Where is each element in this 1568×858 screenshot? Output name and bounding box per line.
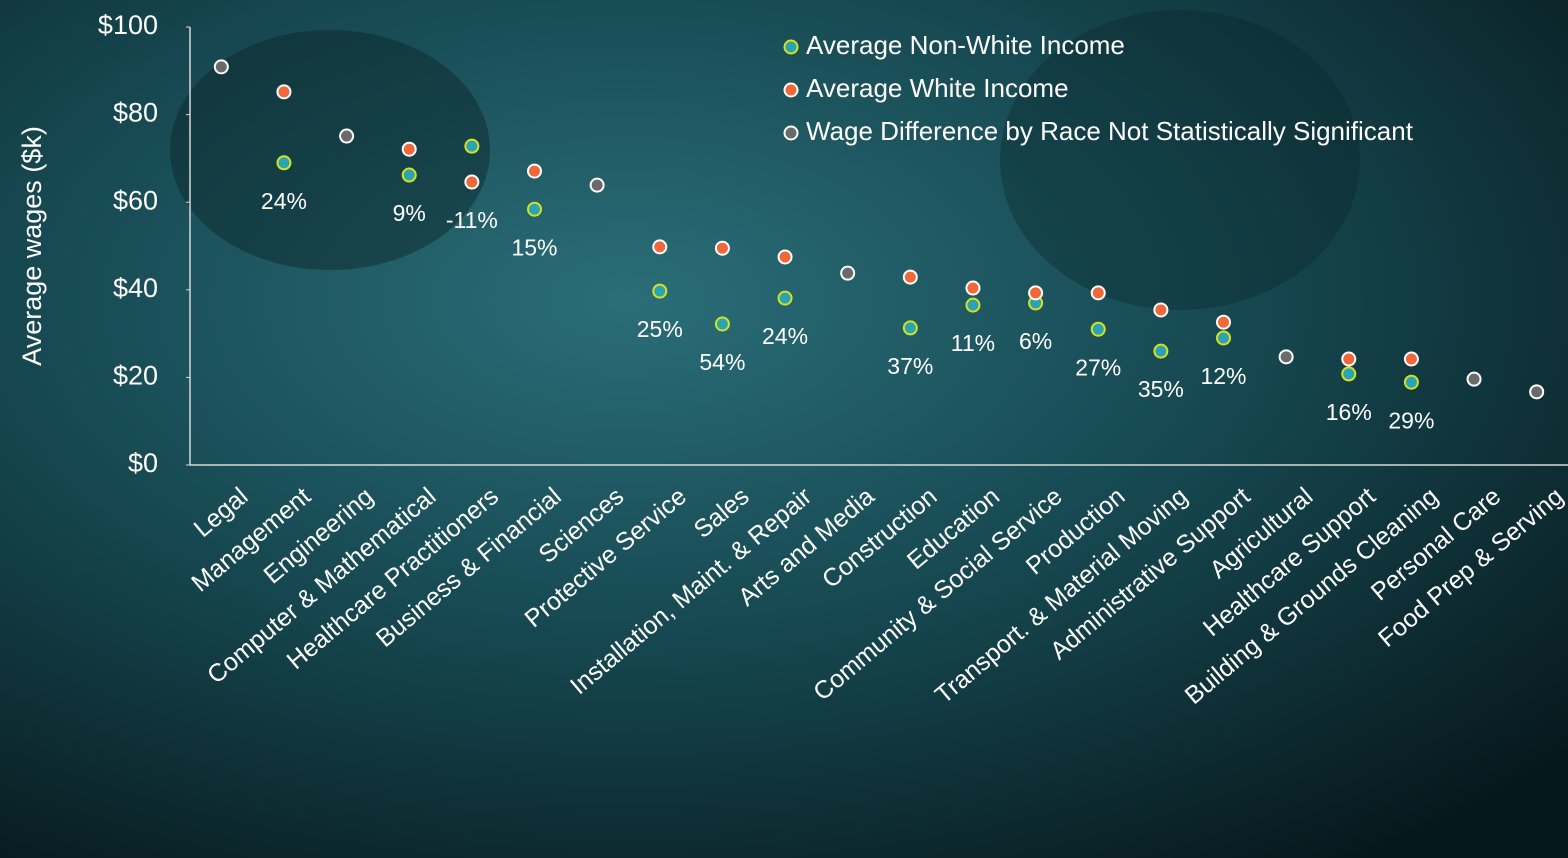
- gap-label: -11%: [446, 207, 498, 233]
- point: [403, 169, 416, 182]
- point: [779, 250, 792, 263]
- gap-label: 6%: [1019, 328, 1052, 354]
- y-tick-label: $80: [113, 98, 158, 128]
- point: [1217, 316, 1230, 329]
- point: [1029, 286, 1042, 299]
- point: [591, 179, 604, 192]
- point: [403, 143, 416, 156]
- point: [1468, 373, 1481, 386]
- gap-label: 24%: [762, 323, 808, 349]
- point: [653, 240, 666, 253]
- point: [1342, 353, 1355, 366]
- gap-label: 37%: [887, 353, 933, 379]
- point: [716, 317, 729, 330]
- point: [904, 271, 917, 284]
- point: [528, 203, 541, 216]
- point: [1092, 323, 1105, 336]
- point: [966, 282, 979, 295]
- y-tick-label: $60: [113, 185, 158, 215]
- legend-label: Wage Difference by Race Not Statisticall…: [806, 116, 1414, 146]
- y-tick-label: $20: [113, 361, 158, 391]
- gap-label: 9%: [393, 200, 426, 226]
- point: [340, 130, 353, 143]
- gap-label: 29%: [1388, 407, 1434, 433]
- point: [841, 267, 854, 280]
- y-axis-title: Average wages ($k): [17, 126, 47, 366]
- gap-label: 16%: [1326, 399, 1372, 425]
- point: [653, 285, 666, 298]
- point: [904, 321, 917, 334]
- legend-marker: [785, 41, 798, 54]
- gap-label: 54%: [699, 349, 745, 375]
- point: [1154, 303, 1167, 316]
- point: [215, 60, 228, 73]
- legend-marker: [785, 84, 798, 97]
- y-tick-label: $0: [128, 448, 158, 478]
- gap-label: 35%: [1138, 376, 1184, 402]
- point: [1217, 331, 1230, 344]
- legend-label: Average White Income: [806, 73, 1069, 103]
- point: [1342, 367, 1355, 380]
- point: [277, 85, 290, 98]
- point: [528, 165, 541, 178]
- point: [966, 299, 979, 312]
- point: [716, 242, 729, 255]
- gap-label: 11%: [951, 330, 995, 356]
- point: [1405, 353, 1418, 366]
- gap-label: 25%: [637, 316, 683, 342]
- chart: Average wages ($k) $0$20$40$60$80$100Leg…: [0, 0, 1568, 858]
- legend-marker: [785, 127, 798, 140]
- gap-label: 27%: [1075, 354, 1121, 380]
- point: [1405, 376, 1418, 389]
- point: [465, 176, 478, 189]
- legend-label: Average Non-White Income: [806, 30, 1125, 60]
- point: [465, 140, 478, 153]
- point: [1280, 350, 1293, 363]
- point: [277, 156, 290, 169]
- point: [1530, 385, 1543, 398]
- point: [1092, 286, 1105, 299]
- gap-label: 24%: [261, 188, 307, 214]
- y-tick-label: $40: [113, 273, 158, 303]
- y-tick-label: $100: [98, 10, 158, 40]
- gap-label: 15%: [511, 234, 557, 260]
- point: [1154, 345, 1167, 358]
- gap-label: 12%: [1200, 363, 1246, 389]
- point: [779, 292, 792, 305]
